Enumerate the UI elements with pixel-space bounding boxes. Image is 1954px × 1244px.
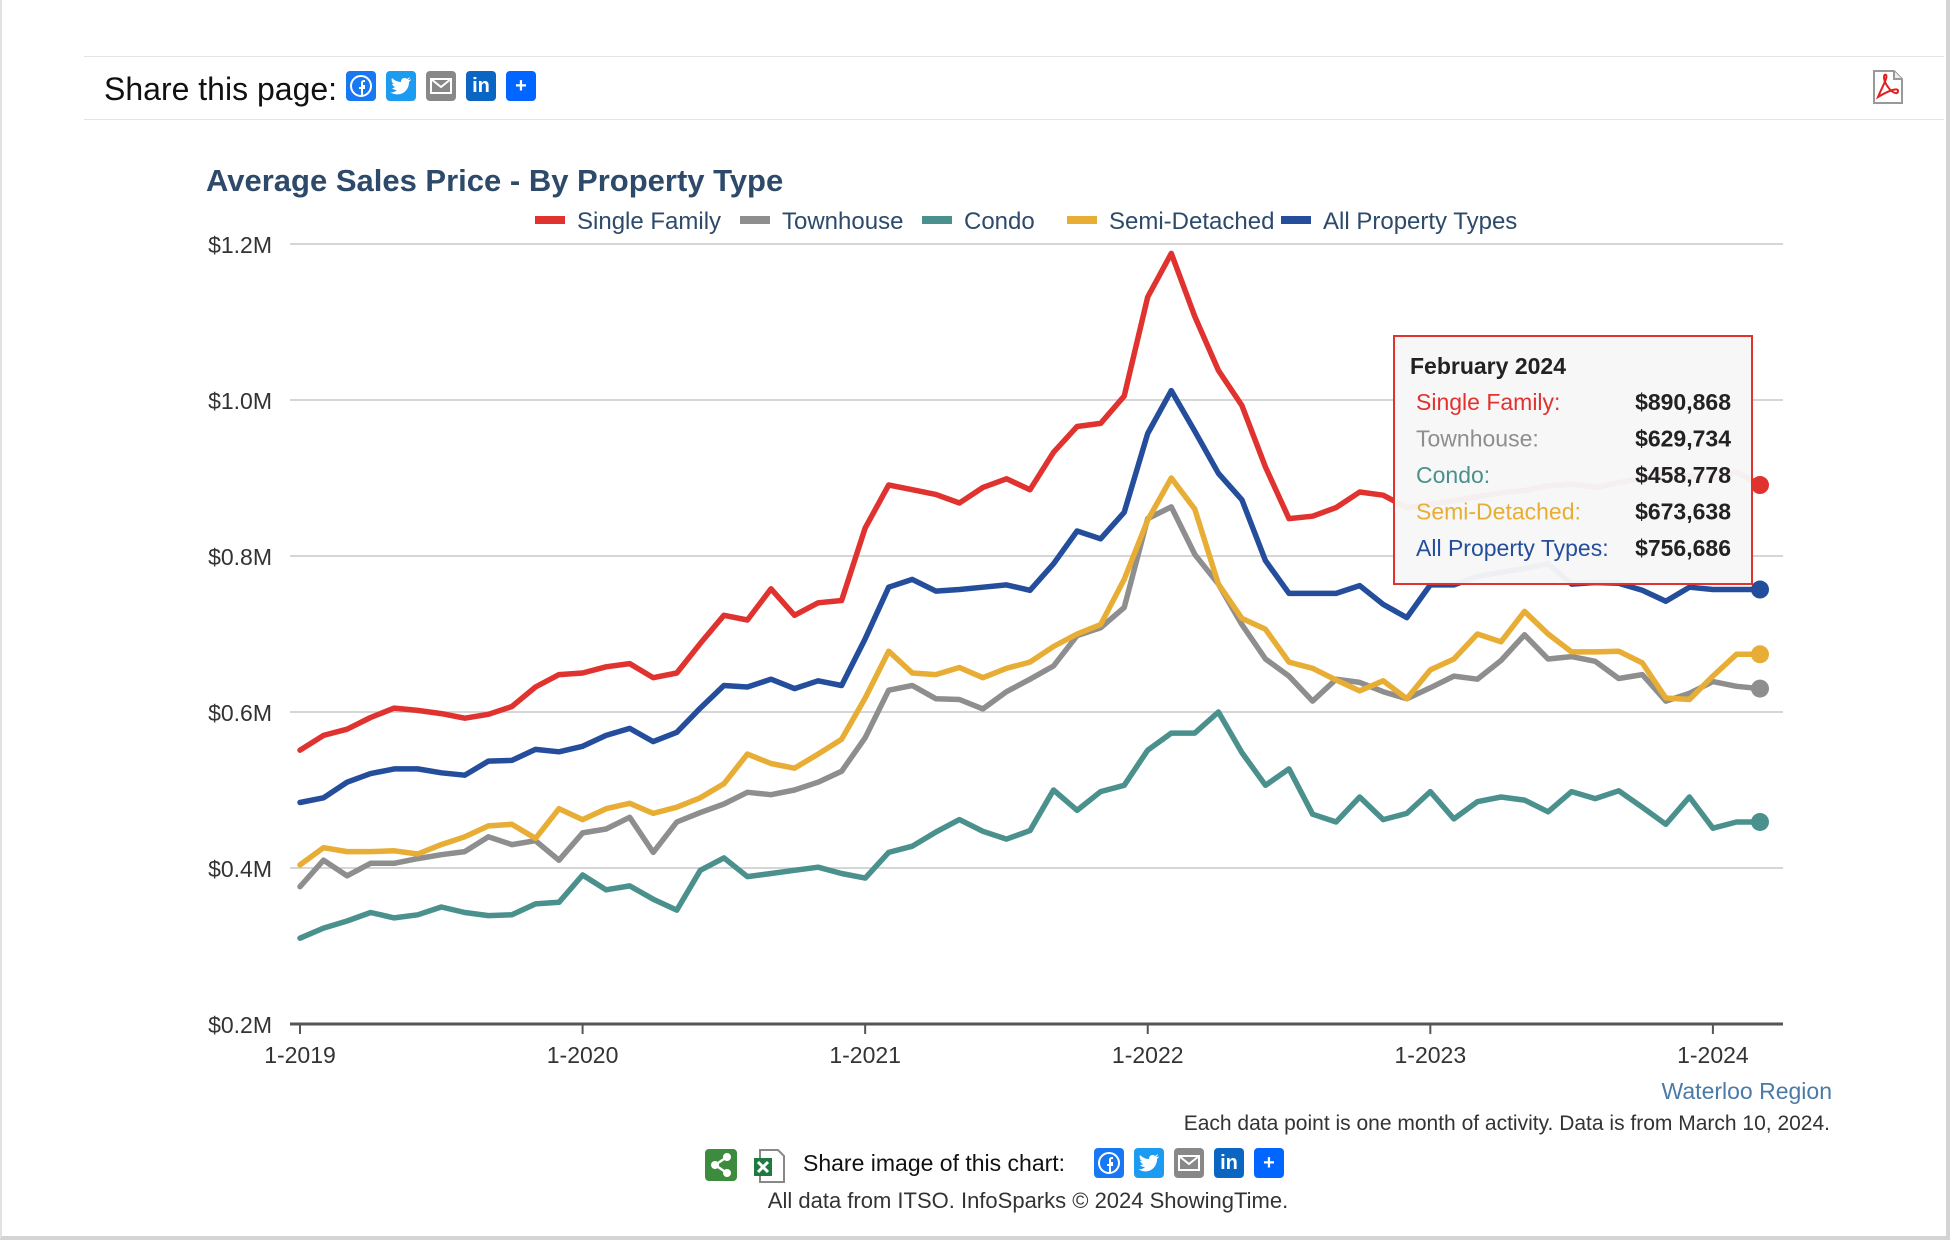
legend-label: Condo [964,208,1035,235]
email-icon[interactable] [1174,1148,1204,1178]
series-line-condo [297,709,1763,941]
share-page-label: Share this page: [104,71,338,107]
x-tick-label: 1-2022 [1112,1042,1184,1068]
x-tick-label: 1-2020 [547,1042,619,1068]
series-endpoint-single-family[interactable] [1751,476,1769,495]
tooltip-row-label: Single Family: [1416,389,1560,415]
facebook-icon[interactable] [1094,1148,1124,1178]
tooltip-row-label: Semi-Detached: [1416,499,1581,525]
x-tick-label: 1-2024 [1677,1042,1749,1068]
legend-item-townhouse[interactable]: Townhouse [740,208,903,235]
series-endpoint-all-property-types[interactable] [1751,580,1769,599]
y-tick-label: $0.4M [208,856,272,882]
share-bar: Share this page: in + [84,56,1944,120]
legend-item-single-family[interactable]: Single Family [535,208,721,235]
tooltip-box [1393,335,1753,585]
tooltip-row-value: $458,778 [1635,462,1731,488]
share-image-label: Share image of this chart: [803,1150,1066,1176]
x-axis: 1-2019 1-2020 1-2021 1-2022 1-2023 1-2024 [264,1022,1783,1068]
series-endpoint-condo[interactable] [1751,812,1769,831]
x-tick-label: 1-2019 [264,1042,336,1068]
chart-share-row: Share image of this chart: [704,1148,1324,1184]
legend-swatch [1281,216,1311,224]
facebook-icon[interactable] [346,71,376,101]
email-icon[interactable] [426,71,456,101]
share-plus-icon[interactable]: + [1254,1148,1284,1178]
legend-swatch [922,216,952,224]
tooltip-title: February 2024 [1410,353,1566,379]
tooltip-row-value: $629,734 [1635,426,1731,452]
region-label[interactable]: Waterloo Region [1662,1078,1832,1104]
x-tick-label: 1-2021 [829,1042,901,1068]
linkedin-icon[interactable]: in [1214,1148,1244,1178]
tooltip-row-value: $890,868 [1635,389,1731,415]
tooltip-row-value: $673,638 [1635,499,1731,525]
legend-swatch [535,216,565,224]
y-tick-label: $1.0M [208,388,272,414]
y-tick-label: $1.2M [208,232,272,258]
tooltip-row-label: Condo: [1416,462,1490,488]
chart-tooltip: February 2024 Single Family: $890,868 Townh… [1393,335,1753,585]
data-note: Each data point is one month of activity… [1184,1112,1830,1135]
share-chart-icon[interactable] [704,1148,738,1182]
legend-label: All Property Types [1323,208,1517,235]
excel-export-icon[interactable] [752,1148,786,1184]
legend-swatch [740,216,770,224]
chart-title: Average Sales Price - By Property Type [206,163,783,198]
legend-item-all-property-types[interactable]: All Property Types [1281,208,1517,235]
series-endpoint-semi-detached[interactable] [1751,645,1769,664]
legend-label: Single Family [577,208,721,235]
share-plus-icon[interactable]: + [506,71,536,101]
series-line-semi-detached [297,475,1763,868]
legend-swatch [1067,216,1097,224]
tooltip-row-value: $756,686 [1635,535,1731,561]
series-endpoint-townhouse[interactable] [1751,679,1769,698]
y-tick-label: $0.2M [208,1012,272,1038]
y-axis: $0.2M $0.4M $0.6M $0.8M $1.0M $1.2M [208,232,272,1038]
tooltip-row-label: All Property Types: [1416,535,1609,561]
twitter-icon[interactable] [386,71,416,101]
x-tick-label: 1-2023 [1395,1042,1467,1068]
linkedin-icon[interactable]: in [466,71,496,101]
twitter-icon[interactable] [1134,1148,1164,1178]
legend-item-condo[interactable]: Condo [922,208,1035,235]
y-tick-label: $0.6M [208,700,272,726]
data-credit: All data from ITSO. InfoSparks © 2024 Sh… [767,1188,1289,1213]
tooltip-row-label: Townhouse: [1416,426,1539,452]
y-tick-label: $0.8M [208,544,272,570]
pdf-icon[interactable] [1870,69,1904,105]
chart-legend: Single Family Townhouse Condo Semi-Detached… [535,208,1517,235]
series-line-townhouse [297,504,1763,890]
legend-label: Semi-Detached [1109,208,1274,235]
legend-label: Townhouse [782,208,903,235]
legend-item-semi-detached[interactable]: Semi-Detached [1067,208,1274,235]
